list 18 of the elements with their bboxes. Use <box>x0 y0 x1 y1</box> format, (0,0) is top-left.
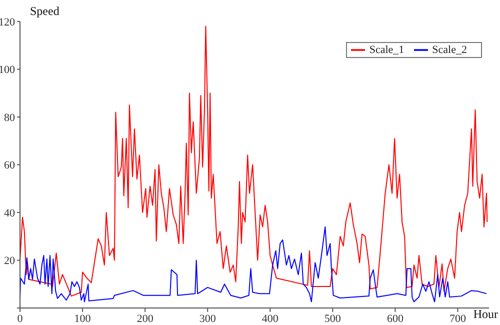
legend-label: Scale_2 <box>432 44 467 56</box>
x-tick-label: 600 <box>386 312 404 325</box>
line-series <box>20 26 488 297</box>
x-tick-label: 700 <box>449 312 466 325</box>
x-tick-label: 200 <box>136 312 154 325</box>
y-axis-title: Speed <box>30 4 60 19</box>
x-tick-label: 400 <box>262 312 279 325</box>
x-axis-title: Hour <box>473 307 498 322</box>
x-tick-label: 300 <box>199 312 216 325</box>
line-series <box>20 226 487 302</box>
y-tick-label: 40 <box>4 207 16 220</box>
y-tick-label: 20 <box>4 255 16 268</box>
y-tick-label: 60 <box>4 160 16 172</box>
y-tick-label: 80 <box>4 112 16 124</box>
x-tick-label: 500 <box>324 312 342 325</box>
legend-label: Scale_1 <box>369 44 404 56</box>
x-tick-label: 100 <box>74 312 92 325</box>
x-tick-label: 0 <box>17 312 24 325</box>
